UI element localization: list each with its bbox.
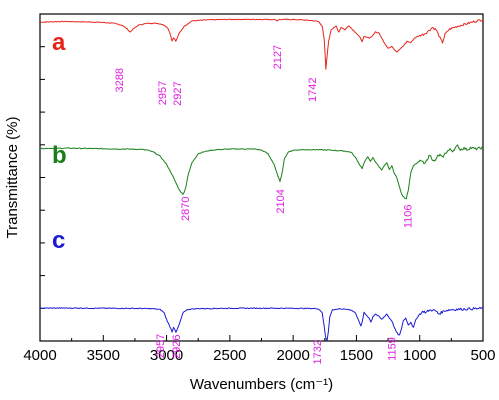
peak-label: 2104 [275,189,287,213]
x-tick-label: 1000 [403,347,436,364]
series-line-a [39,18,484,70]
x-tick-label: 2500 [213,347,246,364]
series-line-c [39,306,484,341]
series-line-b [39,144,484,200]
peak-label: 2127 [272,45,284,69]
peak-label: 3288 [114,68,126,92]
y-axis-label: Transmittance (%) [4,117,21,239]
peak-label: 2870 [180,197,192,221]
x-axis-label: Wavenumbers (cm⁻¹) [190,376,333,393]
peak-label: 1159 [387,337,399,361]
peak-label: 1106 [402,205,414,229]
peak-label: 2957 [155,334,167,358]
x-tick-label: 500 [470,347,495,364]
plot-frame [39,13,484,342]
series-letter-a: a [52,29,66,56]
peak-label: 2926 [171,335,183,359]
x-tick-label: 1500 [340,347,373,364]
peak-label: 2957 [157,81,169,105]
x-tick-label: 3500 [87,347,120,364]
series-letter-c: c [52,227,65,254]
series-letter-b: b [52,142,67,169]
x-tick-label: 3000 [150,347,183,364]
x-tick-label: 4000 [23,347,56,364]
x-tick-label: 2000 [276,347,309,364]
peak-label: 1742 [307,78,319,102]
peak-label: 2927 [172,81,184,105]
peak-label: 1732 [312,340,324,364]
